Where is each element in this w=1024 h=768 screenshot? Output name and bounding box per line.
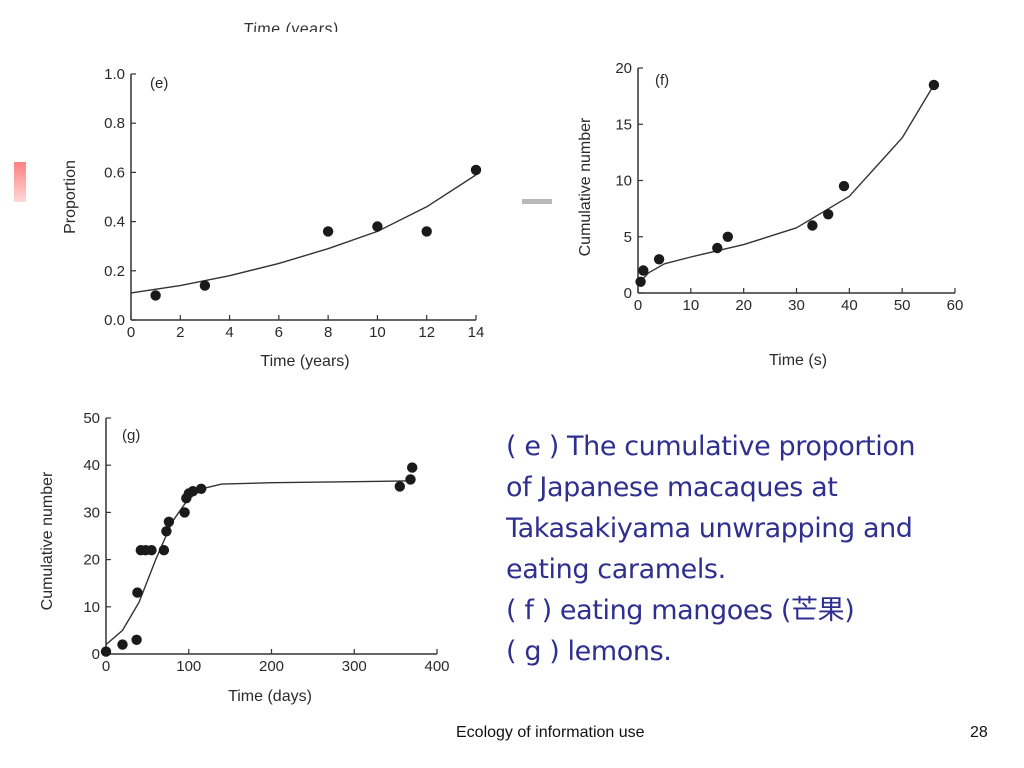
data-point: [150, 290, 161, 301]
data-point: [470, 164, 482, 176]
y-axis-label: Cumulative number: [39, 471, 56, 610]
caption-line-3: Takasakiyama unwrapping and: [506, 513, 913, 544]
y-tick-label: 50: [83, 410, 100, 427]
chart-e: 0 2 4 6 8 10 12 14 0.0 0.2 0.4 0.6 0.8 1.0 (e) Time (ye…: [62, 66, 484, 370]
y-tick-label: 10: [83, 599, 100, 616]
data-point: [322, 226, 334, 237]
x-axis-label: Time (years): [260, 353, 349, 370]
data-point: [199, 280, 211, 291]
y-tick-label: 15: [615, 116, 632, 133]
data-point: [838, 180, 850, 192]
x-tick-label: 50: [894, 297, 911, 314]
caption-line-2: of Japanese macaques at: [506, 472, 838, 503]
x-tick-label: 0: [102, 658, 110, 675]
data-point: [405, 474, 416, 485]
x-tick-label: 0: [634, 297, 642, 314]
x-tick-label: 12: [418, 324, 435, 341]
x-tick-label: 10: [369, 324, 386, 341]
x-tick-label: 400: [424, 658, 449, 675]
data-point: [131, 634, 142, 645]
panel-label: (f): [655, 72, 669, 89]
data-point: [163, 516, 175, 527]
chart-f: 0 10 20 30 40 50 60 0 5 10 15 20 (f) Time (s) Cumulati…: [577, 60, 963, 369]
data-point: [117, 639, 128, 650]
x-tick-label: 8: [324, 324, 332, 341]
data-point: [187, 486, 199, 497]
panel-label: (g): [122, 427, 140, 444]
data-point: [807, 220, 818, 231]
y-tick-label: 1.0: [104, 66, 125, 83]
data-point: [928, 79, 940, 91]
x-axis-label: Time (days): [228, 688, 312, 705]
y-tick-label: 20: [615, 60, 632, 77]
x-tick-label: 4: [225, 324, 233, 341]
x-tick-label: 0: [127, 324, 135, 341]
y-tick-label: 5: [624, 229, 632, 246]
x-tick-label: 100: [176, 658, 201, 675]
y-axis-label: Cumulative number: [577, 117, 594, 256]
page-number: 28: [970, 724, 988, 741]
data-point: [158, 545, 170, 556]
caption: ( e ) The cumulative proportion of Japan…: [506, 426, 1006, 672]
y-axis-label: Proportion: [62, 160, 79, 234]
accent-bar: [14, 162, 26, 202]
y-tick-label: 0: [624, 285, 632, 302]
y-tick-label: 0: [92, 646, 100, 663]
y-tick-label: 0.0: [104, 312, 125, 329]
x-tick-label: 300: [342, 658, 367, 675]
y-tick-label: 30: [83, 504, 100, 521]
x-tick-label: 14: [468, 324, 485, 341]
data-point: [407, 462, 418, 473]
caption-line-5: ( f ) eating mangoes (芒果): [506, 595, 855, 626]
caption-line-1: ( e ) The cumulative proportion: [506, 431, 916, 462]
data-point: [421, 226, 432, 237]
fit-curve: [637, 84, 935, 285]
x-tick-label: 40: [841, 297, 858, 314]
y-tick-label: 0.8: [104, 115, 125, 132]
data-point: [823, 209, 834, 220]
footer-title: Ecology of information use: [456, 724, 645, 741]
y-tick-label: 10: [615, 173, 632, 190]
data-point: [394, 481, 405, 492]
x-tick-label: 200: [259, 658, 284, 675]
data-point: [638, 265, 649, 276]
x-tick-label: 20: [735, 297, 752, 314]
y-tick-label: 20: [83, 552, 100, 569]
data-point: [100, 646, 112, 657]
x-tick-label: 10: [682, 297, 699, 314]
y-tick-label: 0.6: [104, 164, 125, 181]
x-tick-label: 60: [947, 297, 964, 314]
data-point: [372, 221, 383, 232]
data-point: [132, 587, 143, 598]
x-axis-label: Time (s): [769, 352, 827, 369]
y-tick-label: 0.2: [104, 263, 125, 280]
y-tick-label: 40: [83, 457, 100, 474]
data-point: [196, 483, 207, 494]
panel-label: (e): [150, 75, 168, 92]
fit-curve: [130, 174, 477, 294]
y-tick-label: 0.4: [104, 214, 125, 231]
separator-dash: [522, 199, 552, 204]
data-point: [653, 254, 665, 265]
fit-curve: [105, 480, 413, 646]
data-point: [179, 507, 190, 518]
caption-line-4: eating caramels.: [506, 554, 726, 585]
data-point: [146, 545, 157, 556]
data-point: [161, 526, 172, 537]
caption-line-6: ( g ) lemons.: [506, 636, 672, 667]
data-point: [722, 231, 733, 242]
chart-g: 0 100 200 300 400 0 10 20 30 40 50 (g) Time (days) Cu…: [39, 410, 450, 705]
x-tick-label: 6: [275, 324, 283, 341]
x-tick-label: 30: [788, 297, 805, 314]
data-point: [712, 242, 723, 254]
data-point: [635, 276, 646, 287]
x-tick-label: 2: [176, 324, 184, 341]
